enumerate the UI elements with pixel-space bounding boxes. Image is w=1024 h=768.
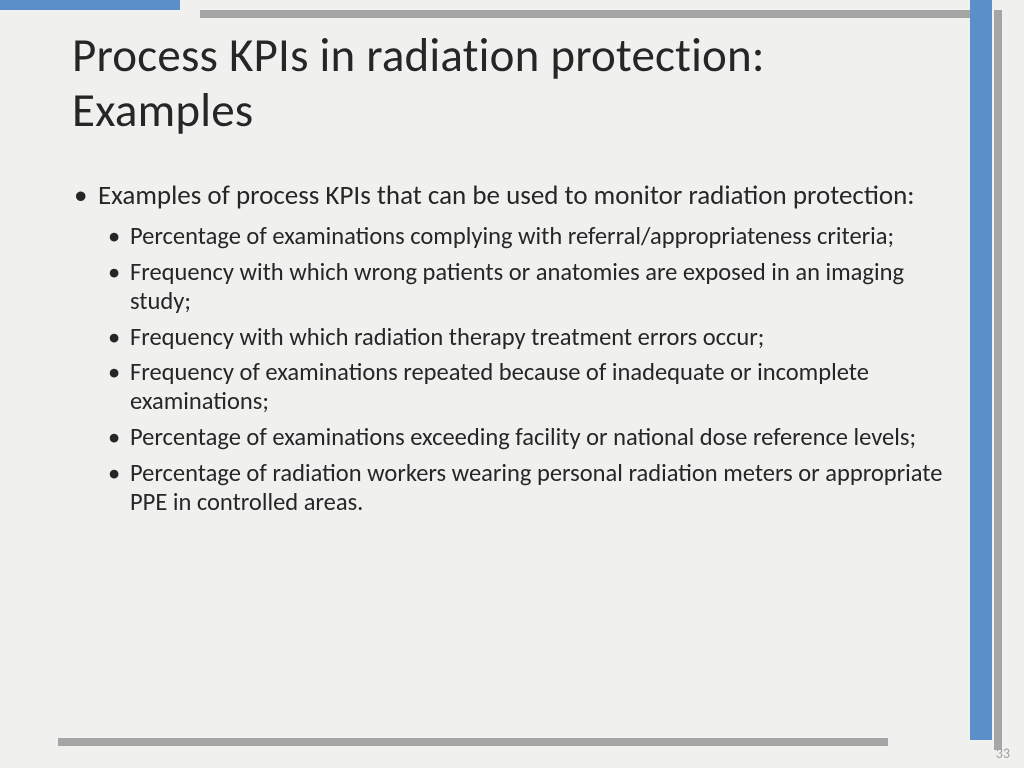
- main-text: Examples of process KPIs that can be use…: [98, 179, 915, 212]
- bullet-icon: •: [74, 180, 87, 212]
- sub-text: Percentage of examinations exceeding fac…: [130, 422, 916, 452]
- page-number: 33: [996, 745, 1010, 762]
- sub-text: Frequency with which wrong patients or a…: [130, 257, 904, 316]
- gray-top-bar: [200, 10, 970, 18]
- accent-right-bar: [970, 0, 992, 740]
- sub-text: Percentage of examinations complying wit…: [130, 221, 894, 251]
- sub-bullet-item: •Percentage of examinations exceeding fa…: [130, 423, 958, 452]
- sub-bullet-item: •Percentage of examinations complying wi…: [130, 222, 958, 251]
- gray-right-bar: [994, 10, 1002, 750]
- bullet-icon: •: [108, 323, 120, 352]
- bullet-icon: •: [108, 423, 120, 452]
- bullet-icon: •: [108, 258, 120, 287]
- sub-bullet-list: •Percentage of examinations complying wi…: [130, 222, 958, 517]
- slide-content: • Examples of process KPIs that can be u…: [98, 180, 958, 524]
- sub-text: Frequency of examinations repeated becau…: [130, 357, 869, 416]
- sub-bullet-item: •Frequency with which wrong patients or …: [130, 258, 958, 316]
- bullet-icon: •: [108, 459, 120, 488]
- bullet-icon: •: [108, 222, 120, 251]
- main-bullet-item: • Examples of process KPIs that can be u…: [98, 180, 958, 212]
- gray-bottom-bar: [58, 738, 888, 746]
- sub-text: Frequency with which radiation therapy t…: [130, 322, 764, 352]
- sub-bullet-item: •Frequency with which radiation therapy …: [130, 323, 958, 352]
- bullet-icon: •: [108, 358, 120, 387]
- accent-top-bar: [0, 0, 180, 10]
- sub-text: Percentage of radiation workers wearing …: [130, 458, 942, 517]
- sub-bullet-item: •Percentage of radiation workers wearing…: [130, 459, 958, 517]
- sub-bullet-item: •Frequency of examinations repeated beca…: [130, 358, 958, 416]
- slide-title: Process KPIs in radiation protection: Ex…: [72, 28, 872, 139]
